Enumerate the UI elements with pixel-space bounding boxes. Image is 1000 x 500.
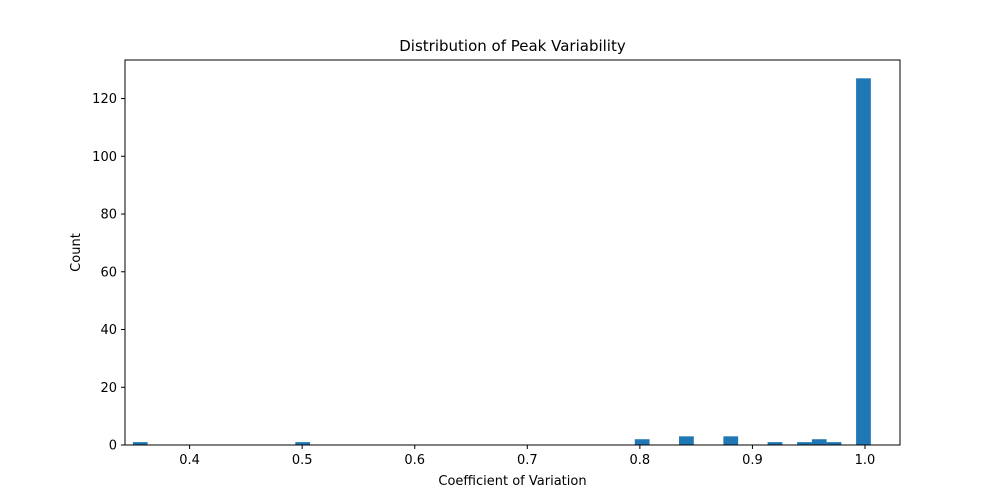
- y-tick-label: 20: [100, 381, 117, 396]
- x-tick-label: 0.9: [742, 453, 763, 468]
- histogram-bar-6: [797, 442, 812, 445]
- histogram-bar-1: [295, 442, 311, 445]
- x-tick-label: 0.4: [179, 453, 200, 468]
- histogram-bar-0: [132, 442, 148, 445]
- x-axis-label: Coefficient of Variation: [438, 474, 586, 489]
- y-tick-label: 0: [109, 439, 117, 454]
- histogram-bar-5: [767, 442, 783, 445]
- histogram-bar-4: [723, 436, 739, 445]
- y-axis-ticks: 0 20 40 60 80 100 120: [92, 92, 125, 454]
- x-tick-label: 0.5: [292, 453, 313, 468]
- x-tick-label: 0.6: [404, 453, 425, 468]
- y-tick-label: 60: [100, 265, 117, 280]
- x-tick-label: 0.8: [630, 453, 651, 468]
- y-tick-label: 80: [100, 208, 117, 223]
- x-tick-label: 0.7: [517, 453, 538, 468]
- histogram-bar-7: [811, 439, 827, 445]
- histogram-bar-3: [679, 436, 694, 445]
- histogram-bar-8: [826, 442, 842, 445]
- histogram-bar-9: [856, 78, 871, 445]
- y-tick-label: 120: [92, 92, 117, 107]
- plot-frame: [124, 59, 901, 446]
- y-tick-label: 40: [100, 323, 117, 338]
- histogram-bar-2: [634, 439, 650, 445]
- x-tick-label: 1.0: [855, 453, 876, 468]
- y-tick-label: 100: [92, 150, 117, 165]
- bars-group: [132, 78, 871, 445]
- chart-title: Distribution of Peak Variability: [399, 37, 626, 55]
- x-axis-ticks: 0.4 0.5 0.6 0.7 0.8 0.9 1.0: [179, 445, 875, 468]
- y-axis-label: Count: [69, 233, 84, 272]
